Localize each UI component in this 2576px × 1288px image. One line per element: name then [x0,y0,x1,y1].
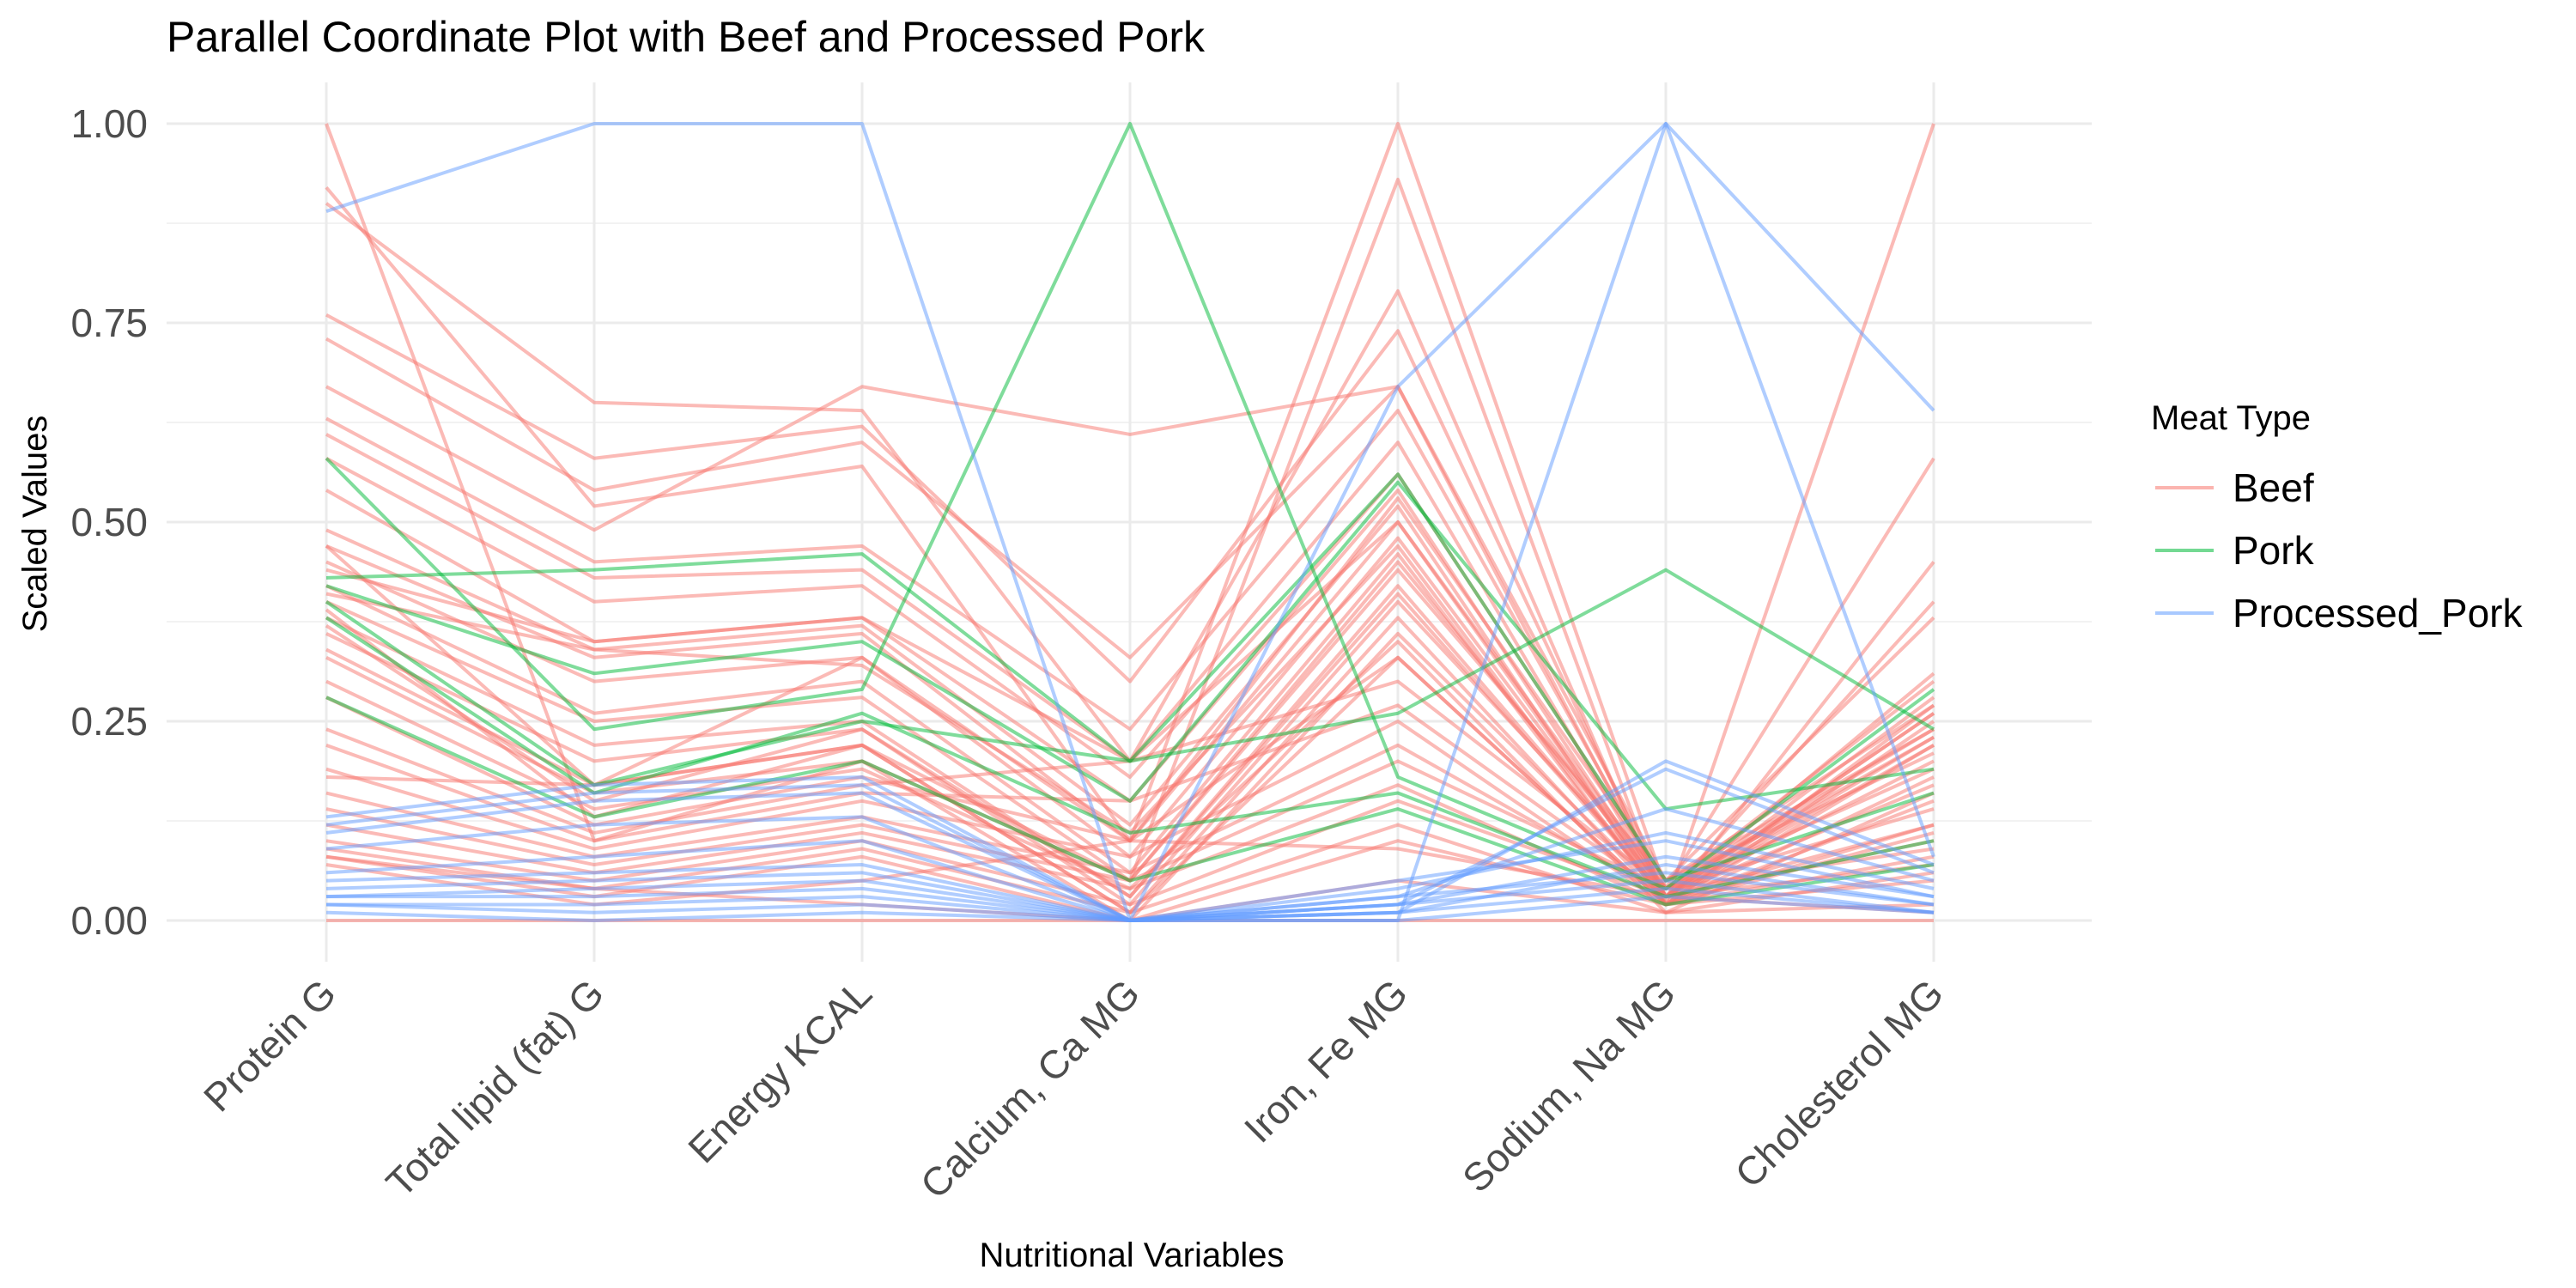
x-tick-label: Energy KCAL [679,970,880,1171]
series-lines [325,122,1935,922]
x-tick-label: Iron, Fe MG [1236,970,1416,1151]
y-tick-label: 0.75 [70,301,148,345]
y-tick-label: 0.50 [70,500,148,544]
series-line-pork [325,696,1935,907]
x-tick-labels: Protein G Total lipid (fat) G Energy KCAL C… [195,970,1952,1206]
y-tick-label: 0.25 [70,699,148,744]
y-tick-label: 0.00 [70,898,148,943]
chart-title: Parallel Coordinate Plot with Beef and P… [167,13,1206,61]
y-tick-label: 1.00 [70,101,148,146]
x-tick-label: Total lipid (fat) G [377,970,612,1206]
y-tick-labels: 0.00 0.25 0.50 0.75 1.00 [70,101,148,943]
legend: Meat Type Beef Pork Processed_Pork [2151,399,2523,635]
x-tick-label: Protein G [195,970,344,1120]
y-axis-title: Scaled Values [16,416,54,633]
grid-lines [167,82,2092,962]
legend-label: Beef [2233,465,2314,510]
x-tick-label: Cholesterol MG [1726,970,1952,1196]
series-line-processed-pork [325,895,1935,922]
x-axis-title: Nutritional Variables [980,1236,1285,1274]
x-tick-label: Sodium, Na MG [1454,970,1684,1200]
legend-label: Pork [2233,528,2315,573]
legend-title: Meat Type [2151,399,2311,437]
x-tick-label: Calcium, Ca MG [912,970,1148,1206]
legend-label: Processed_Pork [2233,591,2523,635]
